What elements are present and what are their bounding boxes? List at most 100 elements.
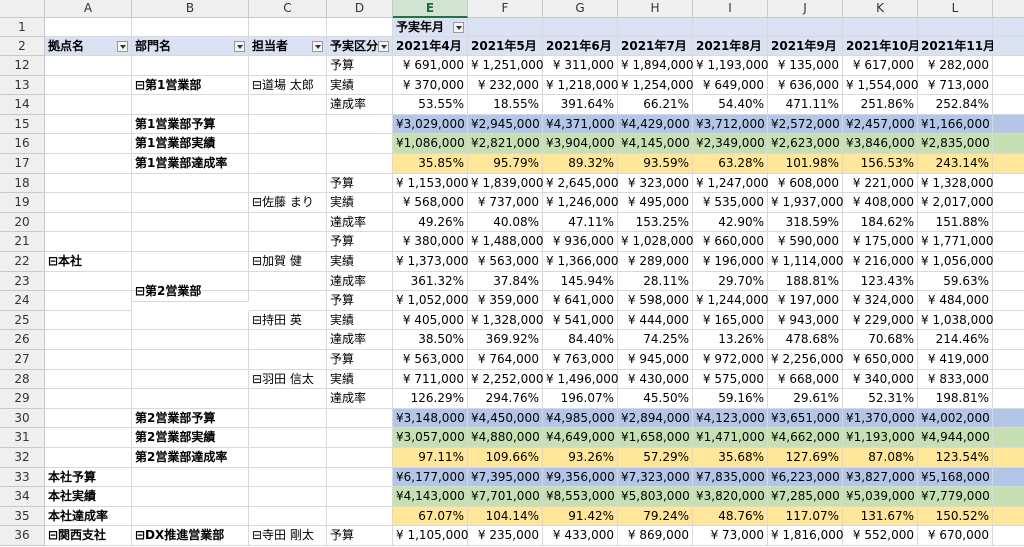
field-header: 予実区分 (327, 37, 393, 56)
row-header[interactable]: 35 (0, 506, 45, 527)
cell (45, 330, 132, 350)
row-header[interactable]: 19 (0, 193, 45, 213)
row-header[interactable]: 29 (0, 389, 45, 409)
column-header[interactable]: J (768, 0, 843, 18)
column-header[interactable]: D (327, 0, 393, 18)
value-cell: ¥ 1,496,000 (543, 369, 619, 390)
row-header[interactable]: 21 (0, 232, 45, 252)
cell (327, 154, 393, 174)
row-header[interactable]: 1 (0, 18, 45, 37)
filter-button[interactable] (312, 41, 323, 52)
label-cell[interactable]: ⊟寺田 剛太 (249, 526, 327, 546)
cell (45, 310, 132, 331)
value-cell: ¥1,658,000 (618, 428, 693, 448)
column-header[interactable]: I (693, 0, 768, 18)
filter-button[interactable] (453, 22, 464, 33)
filter-button[interactable] (117, 41, 128, 52)
value-cell: ¥ 1,251,000 (468, 56, 544, 76)
row-header[interactable]: 31 (0, 428, 45, 448)
value-cell: ¥ 380,000 (393, 232, 468, 252)
label-cell[interactable]: ⊟本社 (45, 252, 132, 272)
value-cell: ¥ 433,000 (543, 526, 618, 546)
row-header[interactable]: 26 (0, 330, 45, 350)
cell (327, 114, 393, 135)
row-header[interactable]: 33 (0, 467, 45, 488)
column-header[interactable]: F (468, 0, 543, 18)
row-header[interactable]: 32 (0, 448, 45, 468)
cell (993, 506, 1024, 527)
row-header[interactable]: 23 (0, 271, 45, 292)
label-cell[interactable]: ⊟DX推進営業部 (132, 526, 249, 546)
value-cell: 70.68% (843, 330, 918, 350)
label-cell: 本社予算 (45, 467, 132, 488)
column-header[interactable]: B (132, 0, 249, 18)
label-cell[interactable]: ⊟関西支社 (45, 526, 132, 546)
label-cell: 予算 (327, 350, 393, 370)
row-header[interactable]: 24 (0, 291, 45, 311)
row-header[interactable]: 27 (0, 350, 45, 370)
cell (993, 448, 1024, 468)
value-cell: ¥4,649,000 (543, 428, 618, 448)
label-cell[interactable]: ⊟道場 太郎 (249, 75, 327, 96)
value-cell: ¥ 575,000 (693, 369, 768, 390)
value-cell: ¥4,985,000 (543, 408, 618, 429)
label-cell[interactable]: ⊟佐藤 まり (249, 193, 327, 213)
cell (132, 232, 249, 252)
cell (45, 408, 132, 429)
column-header[interactable]: E (393, 0, 468, 18)
pivot-header: 予実年月 (393, 18, 468, 37)
cell (993, 213, 1024, 233)
cell (132, 252, 249, 272)
column-header[interactable]: G (543, 0, 618, 18)
cell (249, 271, 327, 292)
row-header[interactable]: 36 (0, 526, 45, 546)
column-header[interactable]: L (918, 0, 993, 18)
column-header[interactable]: A (45, 0, 132, 18)
value-cell: ¥7,395,000 (468, 467, 543, 488)
row-header[interactable]: 22 (0, 252, 45, 272)
label-cell[interactable]: ⊟第2営業部 (132, 282, 249, 302)
row-header[interactable]: 20 (0, 212, 45, 233)
value-cell: ¥5,168,000 (918, 467, 993, 488)
row-header[interactable]: 18 (0, 173, 45, 194)
filter-button[interactable] (234, 41, 245, 52)
value-cell: 18.55% (468, 95, 543, 115)
value-cell: ¥3,651,000 (768, 408, 843, 429)
value-cell: ¥ 405,000 (393, 310, 468, 331)
label-cell[interactable]: ⊟持田 英 (249, 310, 327, 331)
value-cell: ¥ 216,000 (843, 252, 918, 272)
cell (132, 487, 249, 507)
label-cell[interactable]: ⊟羽田 信太 (249, 369, 327, 390)
label-cell[interactable]: ⊟第1営業部 (132, 75, 249, 96)
row-header[interactable]: 34 (0, 487, 45, 507)
cell (993, 37, 1024, 56)
value-cell: ¥3,148,000 (393, 408, 468, 429)
cell (249, 467, 327, 488)
column-header[interactable]: H (618, 0, 693, 18)
row-header[interactable]: 16 (0, 134, 45, 154)
filter-button[interactable] (378, 41, 389, 52)
row-header[interactable]: 14 (0, 95, 45, 115)
label-cell: 第2営業部達成率 (132, 448, 249, 468)
cell (132, 95, 249, 115)
value-cell: ¥ 2,645,000 (543, 173, 619, 194)
row-header[interactable]: 15 (0, 114, 45, 135)
value-cell: 87.08% (843, 448, 918, 468)
column-header[interactable]: C (249, 0, 327, 18)
value-cell: ¥9,356,000 (543, 467, 618, 488)
row-header[interactable]: 2 (0, 37, 45, 56)
row-header[interactable]: 12 (0, 56, 45, 76)
label-cell[interactable]: ⊟加賀 健 (249, 252, 327, 272)
cell (993, 350, 1024, 370)
row-header[interactable]: 17 (0, 154, 45, 174)
column-header[interactable]: K (843, 0, 918, 18)
value-cell: ¥ 1,366,000 (543, 252, 619, 272)
row-header[interactable]: 28 (0, 369, 45, 390)
row-header[interactable]: 30 (0, 408, 45, 429)
cell (45, 154, 132, 174)
row-header[interactable]: 25 (0, 310, 45, 331)
month-header: 2021年6月 (543, 37, 618, 56)
label-cell: 予算 (327, 232, 393, 252)
row-header[interactable]: 13 (0, 75, 45, 96)
cell (327, 487, 393, 507)
